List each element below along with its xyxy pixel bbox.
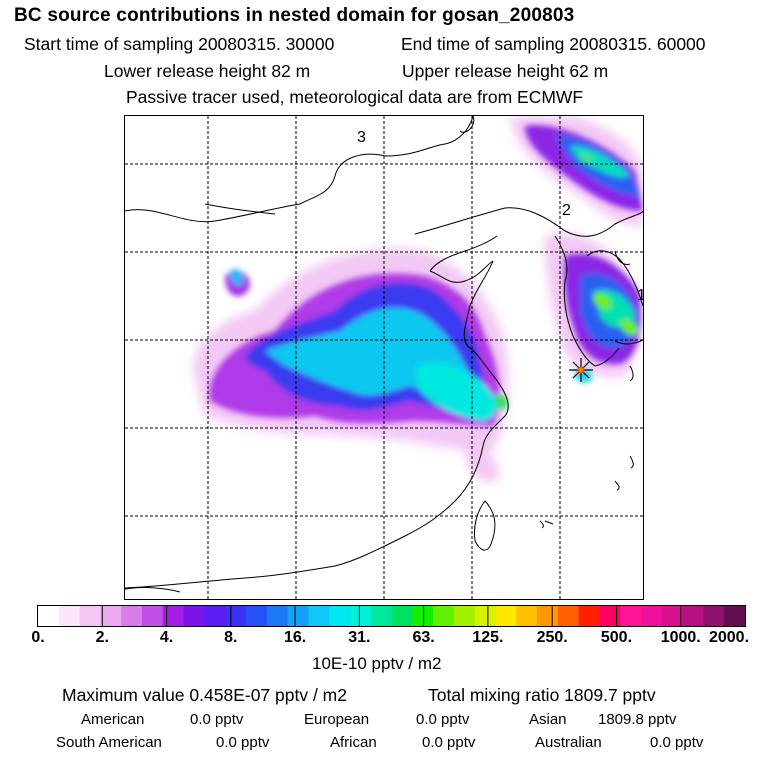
contribution-region-value: 0.0 pptv (422, 734, 476, 751)
colorbar-tick-label: 500. (600, 629, 633, 646)
colorbar-tick-label: 4. (159, 629, 174, 646)
region-label-1: 1 (637, 287, 643, 305)
star-icon (569, 358, 593, 382)
chart-title: BC source contributions in nested domain… (14, 5, 575, 26)
colorbar-swatch (641, 606, 663, 626)
contribution-region-name: Australian (535, 734, 602, 751)
tracer-note: Passive tracer used, meteorological data… (126, 87, 584, 107)
colorbar-swatch (225, 606, 247, 626)
colorbar-tick-label: 1000. (660, 629, 701, 646)
lower-release-height: Lower release height 82 m (104, 61, 311, 81)
colorbar-swatch (245, 606, 268, 626)
colorbar-swatch (412, 606, 434, 626)
colorbar-tick-label: 2000. (708, 629, 750, 646)
colorbar-swatch (537, 606, 559, 626)
colorbar-swatch (516, 606, 538, 626)
colorbar-tick-label: 2. (95, 629, 109, 646)
colorbar (37, 605, 746, 627)
total-mixing-ratio: Total mixing ratio 1809.7 pptv (428, 685, 656, 705)
colorbar-swatch (162, 606, 185, 626)
map-gridlines (125, 116, 643, 599)
map-panel: 3 2 1 (124, 115, 644, 600)
contribution-region-name: European (304, 711, 370, 728)
colorbar-tick-label: 0. (31, 629, 45, 646)
colorbar-swatch (682, 606, 705, 626)
colorbar-swatch (79, 606, 101, 626)
contribution-region-name: Asian (529, 711, 567, 728)
colorbar-swatch (557, 606, 580, 626)
colorbar-tick-label: 125. (472, 629, 504, 646)
map-canvas (125, 116, 643, 599)
colorbar-swatch (661, 606, 684, 626)
colorbar-swatch (474, 606, 497, 626)
colorbar-tick-label: 31. (348, 629, 371, 646)
colorbar-swatch (433, 606, 455, 626)
colorbar-swatch (453, 606, 476, 626)
region-label-2: 2 (562, 202, 571, 219)
sampling-end: End time of sampling 20080315. 60000 (401, 34, 706, 54)
colorbar-swatch (370, 606, 393, 626)
contribution-region-value: 0.0 pptv (216, 734, 270, 751)
colorbar-tick-label: 8. (224, 629, 238, 646)
contribution-region-value: 0.0 pptv (650, 734, 704, 751)
colorbar-swatch (100, 606, 122, 626)
colorbar-swatch (58, 606, 81, 626)
colorbar-swatch (620, 606, 642, 626)
colorbar-swatch (308, 606, 330, 626)
colorbar-swatch (724, 606, 745, 626)
colorbar-swatch (578, 606, 601, 626)
colorbar-swatch (495, 606, 517, 626)
colorbar-swatch (121, 606, 143, 626)
colorbar-swatch (141, 606, 164, 626)
colorbar-swatches (38, 606, 745, 626)
colorbar-swatch (329, 606, 351, 626)
colorbar-swatch (204, 606, 226, 626)
colorbar-tick-label: 250. (536, 629, 568, 646)
colorbar-swatch (349, 606, 372, 626)
colorbar-swatch (183, 606, 205, 626)
contribution-region-name: African (330, 734, 377, 751)
region-label-3: 3 (357, 129, 366, 146)
contribution-region-name: American (81, 711, 145, 728)
sampling-start: Start time of sampling 20080315. 30000 (24, 34, 335, 54)
map-coastlines (125, 116, 643, 593)
colorbar-swatch (703, 606, 725, 626)
colorbar-tick-label: 16. (283, 629, 307, 646)
colorbar-swatch (287, 606, 309, 626)
maximum-value: Maximum value 0.458E-07 pptv / m2 (62, 685, 347, 705)
contribution-region-value: 1809.8 pptv (598, 711, 677, 728)
colorbar-swatch (266, 606, 289, 626)
colorbar-units: 10E-10 pptv / m2 (312, 654, 442, 673)
upper-release-height: Upper release height 62 m (402, 61, 609, 81)
contribution-field (193, 116, 643, 482)
contribution-region-value: 0.0 pptv (416, 711, 470, 728)
contribution-region-name: South American (56, 734, 162, 751)
contribution-region-value: 0.0 pptv (190, 711, 244, 728)
colorbar-swatch (391, 606, 413, 626)
colorbar-swatch (38, 606, 60, 626)
colorbar-tick-label: 63. (412, 629, 435, 646)
colorbar-swatch (599, 606, 621, 626)
